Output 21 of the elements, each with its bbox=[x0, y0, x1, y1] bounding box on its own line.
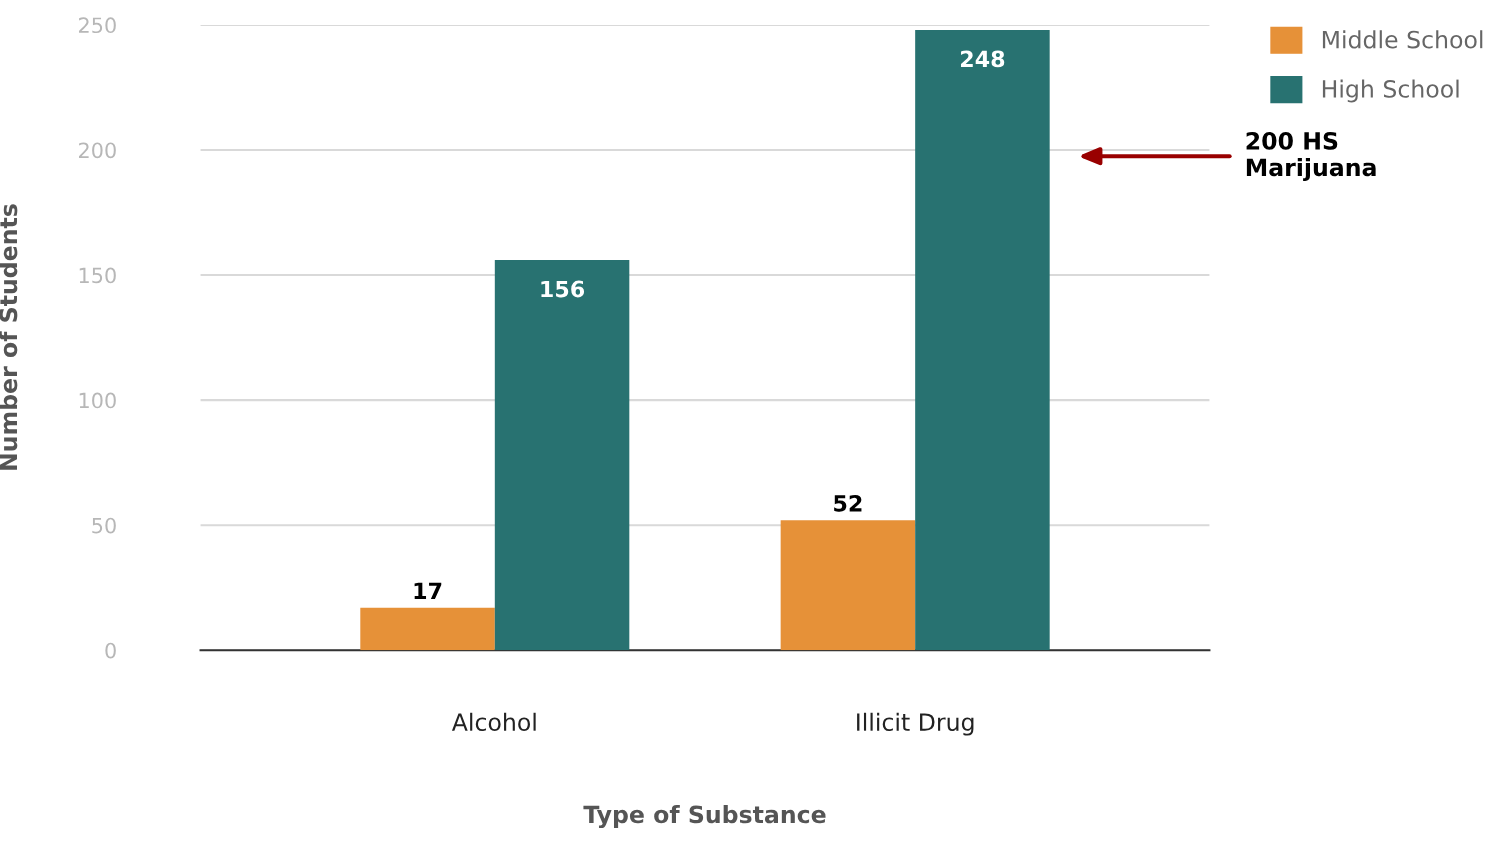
data-label: 17 bbox=[414, 582, 442, 599]
bar bbox=[360, 607, 495, 651]
y-tick-label: 250 bbox=[78, 17, 116, 34]
y-tick-label: 150 bbox=[79, 267, 116, 284]
x-tick-label: Alcohol bbox=[451, 712, 536, 732]
y-axis-title: Number of Students bbox=[0, 204, 18, 470]
bar bbox=[915, 29, 1050, 651]
bar bbox=[780, 520, 916, 651]
y-tick-label: 0 bbox=[105, 642, 116, 659]
y-tick-label: 100 bbox=[79, 392, 116, 409]
legend-label: High School bbox=[1322, 79, 1459, 103]
legend-label: Middle School bbox=[1322, 30, 1483, 49]
y-tick-label: 200 bbox=[78, 142, 116, 159]
x-axis-title: Type of Substance bbox=[583, 805, 826, 829]
data-label: 156 bbox=[541, 280, 585, 298]
data-label: 248 bbox=[960, 50, 1005, 68]
y-tick-label: 50 bbox=[92, 517, 116, 534]
text: 200 HS Marijuana bbox=[1246, 131, 1376, 181]
data-label: 52 bbox=[834, 494, 862, 512]
bar bbox=[494, 260, 630, 651]
x-tick-label: Illicit Drug bbox=[857, 712, 974, 736]
